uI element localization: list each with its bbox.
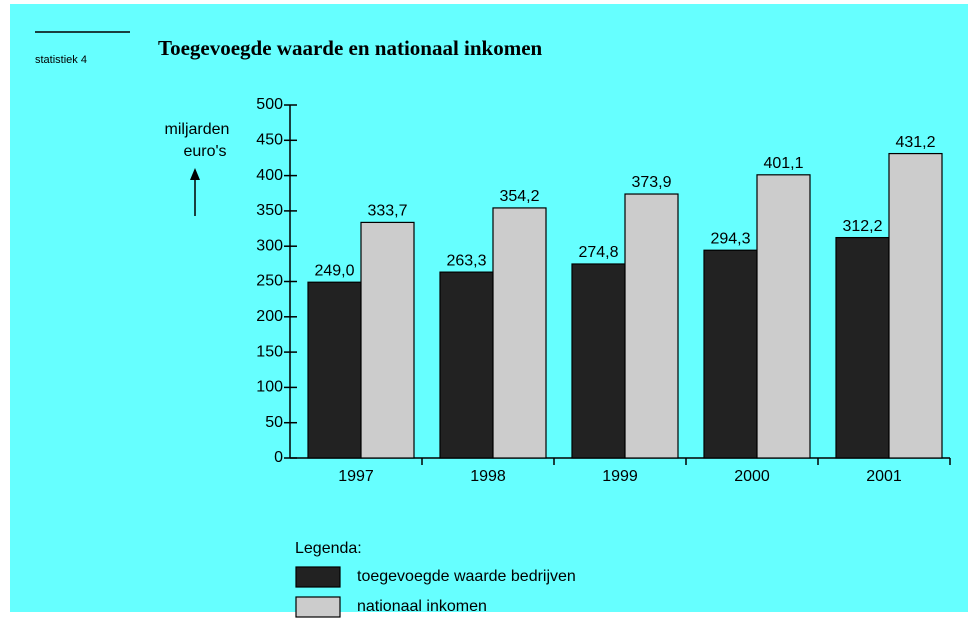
y-tick-label: 300 — [256, 237, 283, 254]
legend-swatch — [295, 566, 341, 588]
y-tick-label: 400 — [256, 167, 283, 184]
x-tick-label: 1997 — [338, 468, 374, 485]
data-label: 401,1 — [763, 155, 803, 172]
x-tick-label: 2000 — [734, 468, 770, 485]
data-label: 274,8 — [578, 244, 618, 261]
bar — [888, 152, 943, 459]
chart-title: Toegevoegde waarde en nationaal inkomen — [158, 36, 543, 60]
data-label: 249,0 — [314, 262, 354, 279]
y-tick-label: 450 — [256, 132, 283, 149]
y-tick-label: 200 — [256, 308, 283, 325]
legend-swatch — [295, 596, 341, 618]
bar — [624, 193, 679, 459]
data-label: 431,2 — [895, 134, 935, 151]
bar — [492, 207, 547, 459]
legend-title: Legenda: — [295, 540, 362, 557]
y-axis-label: miljarden — [165, 121, 230, 138]
legend-label: toegevoegde waarde bedrijven — [357, 568, 576, 585]
bar — [307, 281, 362, 459]
data-label: 373,9 — [631, 174, 671, 191]
bar — [703, 249, 758, 459]
x-tick-label: 1998 — [470, 468, 506, 485]
y-tick-label: 50 — [265, 414, 283, 431]
y-tick-label: 150 — [256, 343, 283, 360]
data-label: 312,2 — [842, 218, 882, 235]
annotation: statistiek 4 — [35, 54, 87, 66]
y-tick-label: 0 — [274, 449, 283, 466]
data-label: 294,3 — [710, 230, 750, 247]
y-tick-label: 250 — [256, 273, 283, 290]
y-axis-arrowhead — [190, 168, 200, 180]
bar — [835, 236, 890, 459]
data-label: 354,2 — [499, 188, 539, 205]
bar — [360, 221, 415, 459]
x-tick-label: 1999 — [602, 468, 638, 485]
bar — [756, 174, 811, 459]
x-tick-label: 2001 — [866, 468, 902, 485]
data-label: 263,3 — [446, 252, 486, 269]
y-axis-label: euro's — [183, 143, 226, 160]
y-tick-label: 500 — [256, 96, 283, 113]
legend-label: nationaal inkomen — [357, 598, 487, 615]
y-tick-label: 100 — [256, 379, 283, 396]
data-label: 333,7 — [367, 203, 407, 220]
bar — [439, 271, 494, 459]
bar — [571, 263, 626, 459]
y-tick-label: 350 — [256, 202, 283, 219]
